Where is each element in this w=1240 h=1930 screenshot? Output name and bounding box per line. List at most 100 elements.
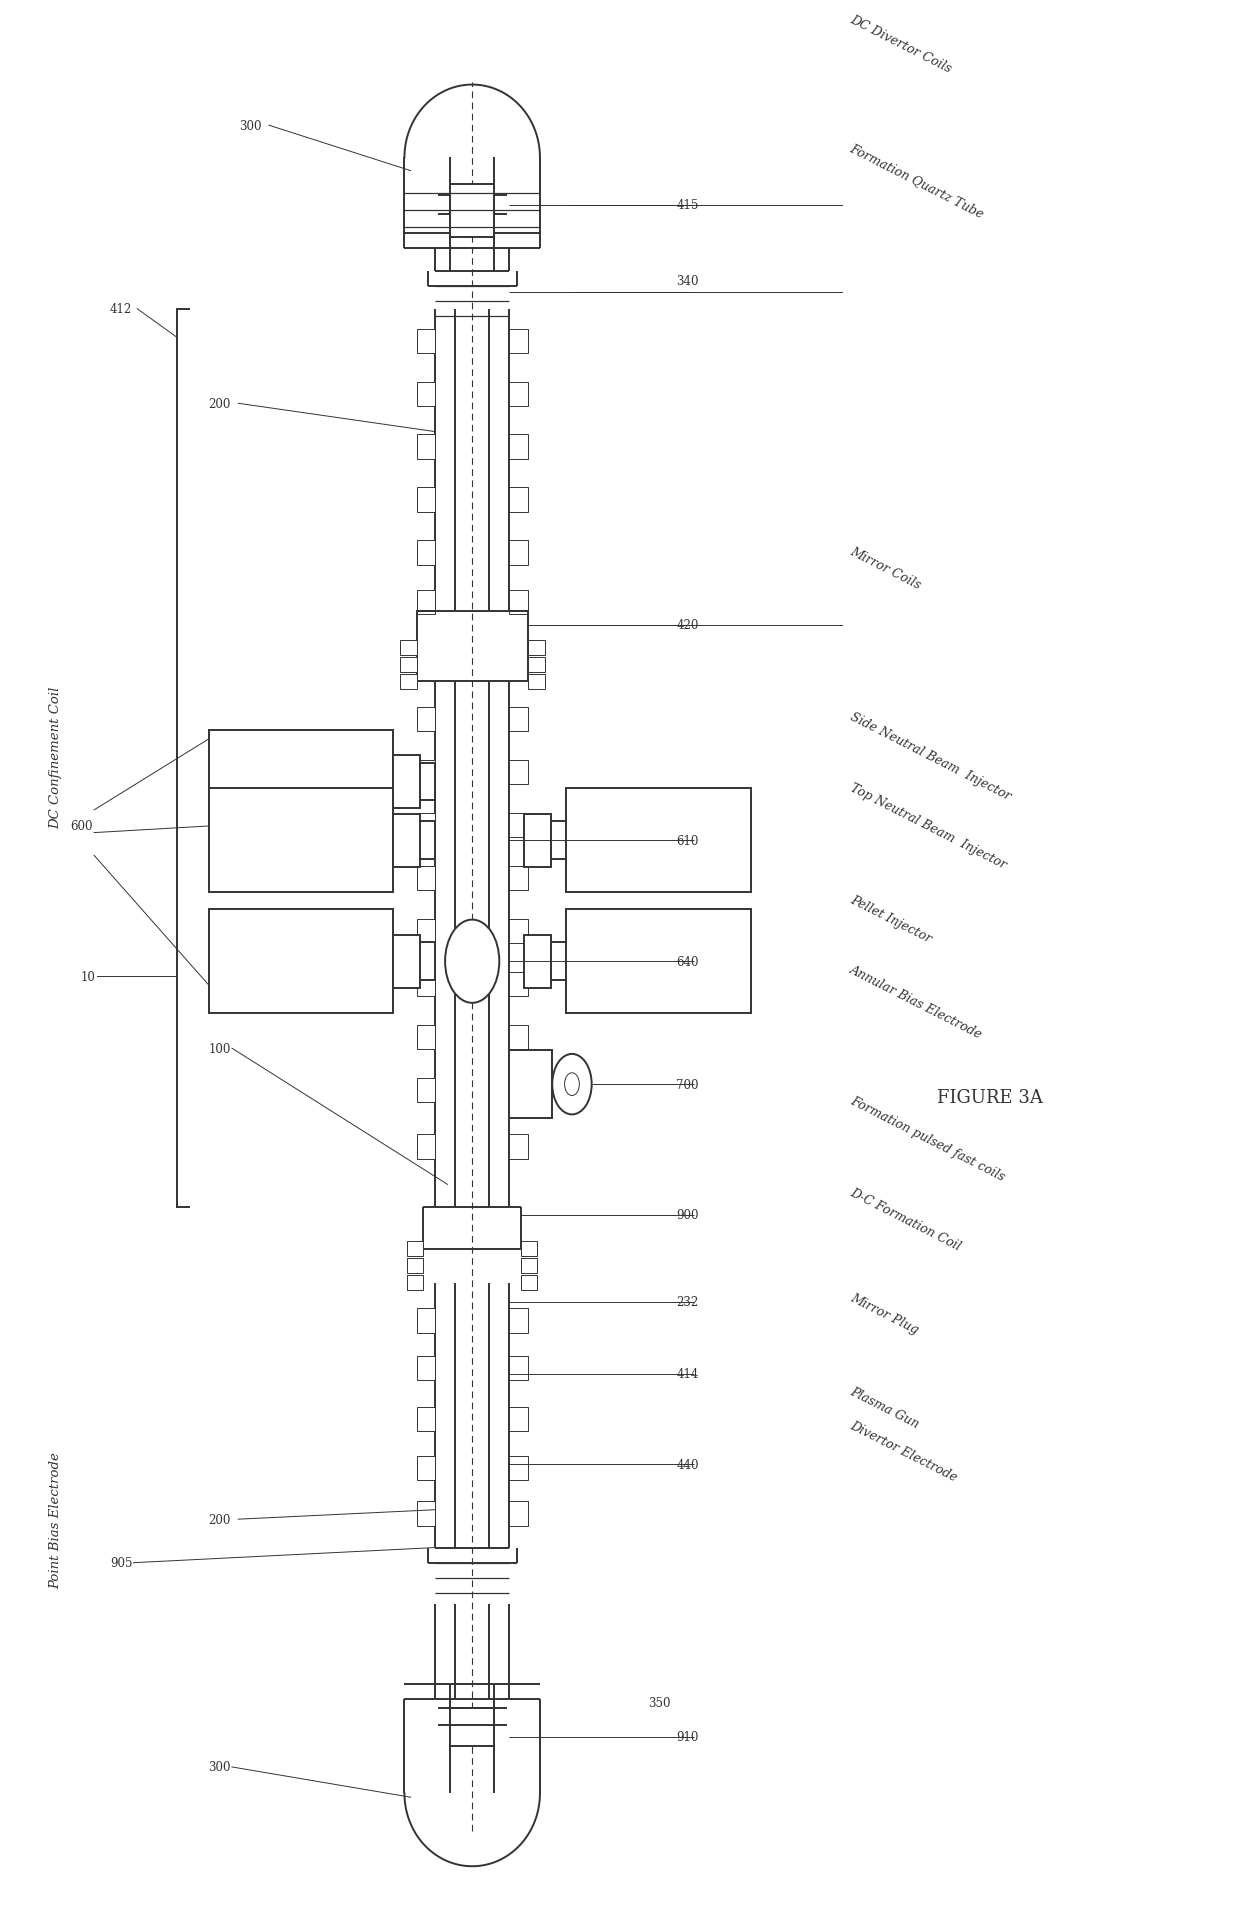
Bar — [510, 1455, 528, 1480]
Text: 610: 610 — [677, 834, 699, 847]
Text: 200: 200 — [208, 1513, 231, 1527]
Bar — [528, 641, 544, 656]
Text: 232: 232 — [677, 1295, 699, 1309]
Text: 414: 414 — [677, 1366, 699, 1380]
Text: 300: 300 — [239, 120, 262, 133]
Bar — [208, 909, 393, 1013]
Text: Mirror Plug: Mirror Plug — [848, 1291, 920, 1336]
Bar — [551, 944, 565, 980]
Text: Pellet Injector: Pellet Injector — [848, 892, 934, 944]
Bar — [525, 936, 551, 988]
Bar — [522, 1258, 537, 1274]
Text: Side Neutral Beam  Injector: Side Neutral Beam Injector — [848, 710, 1013, 803]
Bar — [417, 1025, 435, 1050]
Bar — [510, 1309, 528, 1334]
Text: DC Confinement Coil: DC Confinement Coil — [50, 687, 62, 828]
Bar — [417, 919, 435, 944]
Text: Formation Quartz Tube: Formation Quartz Tube — [848, 141, 986, 220]
Text: 700: 700 — [677, 1079, 699, 1090]
Bar — [417, 973, 435, 996]
Bar — [510, 1502, 528, 1527]
Bar — [528, 658, 544, 672]
Bar — [522, 1241, 537, 1256]
Bar — [417, 488, 435, 513]
Bar — [417, 1502, 435, 1527]
Bar — [510, 973, 528, 996]
Text: FIGURE 3A: FIGURE 3A — [936, 1089, 1043, 1106]
Bar — [450, 1708, 495, 1747]
Text: 905: 905 — [110, 1556, 133, 1569]
Bar — [551, 822, 565, 859]
Text: Formation pulsed fast coils: Formation pulsed fast coils — [848, 1094, 1007, 1183]
Bar — [417, 382, 435, 407]
Bar — [417, 540, 435, 565]
Bar — [510, 540, 528, 565]
Bar — [510, 919, 528, 944]
Bar — [399, 641, 417, 656]
Bar — [417, 1135, 435, 1160]
Text: Annular Bias Electrode: Annular Bias Electrode — [848, 963, 985, 1040]
Bar — [393, 814, 420, 867]
Bar — [399, 658, 417, 672]
Bar — [510, 760, 528, 786]
Bar — [522, 1276, 537, 1291]
Bar — [510, 1079, 528, 1102]
Bar — [510, 1357, 528, 1380]
Bar — [417, 1455, 435, 1480]
Text: 10: 10 — [81, 971, 95, 984]
Text: 350: 350 — [649, 1696, 671, 1710]
Text: 900: 900 — [677, 1208, 699, 1222]
Bar — [420, 762, 435, 801]
Bar — [208, 789, 393, 894]
Bar — [565, 909, 750, 1013]
Circle shape — [552, 1054, 591, 1116]
Text: D-C Formation Coil: D-C Formation Coil — [848, 1185, 963, 1253]
Text: 200: 200 — [208, 398, 231, 411]
Text: Plasma Gun: Plasma Gun — [848, 1384, 921, 1430]
Bar — [510, 591, 528, 616]
Bar — [510, 330, 528, 353]
Bar — [450, 185, 495, 237]
Bar — [417, 760, 435, 786]
Text: 440: 440 — [677, 1457, 699, 1471]
Text: Top Neutral Beam  Injector: Top Neutral Beam Injector — [848, 782, 1008, 870]
Bar — [528, 674, 544, 689]
Text: Mirror Coils: Mirror Coils — [848, 544, 923, 591]
Bar — [393, 936, 420, 988]
Bar — [417, 1357, 435, 1380]
Bar — [525, 814, 551, 867]
Bar — [417, 436, 435, 459]
Bar — [417, 591, 435, 616]
Bar — [420, 822, 435, 859]
Text: Divertor Electrode: Divertor Electrode — [848, 1419, 960, 1484]
Bar — [510, 813, 528, 838]
Bar — [510, 488, 528, 513]
Bar — [208, 730, 393, 834]
Text: 412: 412 — [110, 303, 133, 317]
Text: DC Divertor Coils: DC Divertor Coils — [848, 14, 954, 75]
Bar — [407, 1276, 423, 1291]
Bar — [510, 1135, 528, 1160]
Circle shape — [445, 921, 500, 1004]
Bar — [420, 944, 435, 980]
Bar — [510, 708, 528, 731]
Bar — [510, 1025, 528, 1050]
Bar — [510, 382, 528, 407]
Text: Point Bias Electrode: Point Bias Electrode — [50, 1451, 62, 1588]
Text: 415: 415 — [677, 199, 699, 212]
Bar — [417, 1079, 435, 1102]
Bar — [407, 1241, 423, 1256]
Text: 640: 640 — [677, 955, 699, 969]
Bar — [510, 1407, 528, 1432]
Bar — [510, 1050, 552, 1119]
Bar — [407, 1258, 423, 1274]
Bar — [417, 1407, 435, 1432]
Text: 910: 910 — [677, 1731, 699, 1743]
Bar — [510, 436, 528, 459]
Bar — [417, 867, 435, 892]
Text: 340: 340 — [677, 274, 699, 288]
Text: 100: 100 — [208, 1042, 231, 1056]
Bar — [399, 674, 417, 689]
Bar — [565, 789, 750, 894]
Text: 420: 420 — [677, 620, 699, 631]
